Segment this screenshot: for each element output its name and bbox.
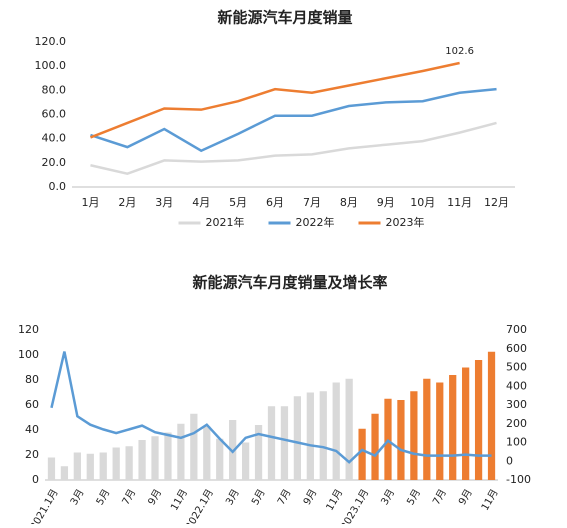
y2-tick-label: 700 — [506, 323, 527, 336]
x-tick-label: 5月 — [404, 487, 423, 507]
bar — [306, 392, 314, 480]
bar — [280, 406, 289, 480]
bar — [332, 382, 340, 480]
x-tick-label: 10月 — [410, 196, 435, 209]
legend-label: 2021年 — [206, 215, 245, 229]
y-tick-label: 20 — [25, 448, 39, 461]
x-tick-label: 3月 — [155, 196, 173, 209]
y2-tick-label: 600 — [506, 342, 527, 355]
x-tick-label: 11月 — [168, 487, 190, 513]
y2-tick-label: 0 — [506, 454, 513, 467]
x-tick-label: 9月 — [301, 487, 320, 507]
y-tick-label: 100.0 — [35, 59, 67, 72]
bar — [125, 446, 133, 480]
x-tick-label: 9月 — [456, 487, 475, 507]
bar — [60, 466, 69, 480]
bar — [436, 382, 444, 480]
bar — [423, 378, 431, 480]
x-tick-label: 7月 — [120, 487, 139, 507]
y-tick-label: 60 — [25, 398, 39, 411]
x-tick-label: 7月 — [430, 487, 449, 507]
x-tick-label: 5月 — [249, 487, 268, 507]
bar — [112, 447, 120, 480]
legend-label: 2022年 — [296, 215, 335, 229]
bar — [138, 440, 146, 480]
legend-label: 2023年 — [386, 215, 425, 229]
bar — [73, 452, 81, 480]
chart-title: 新能源汽车月度销量 — [217, 9, 352, 27]
x-tick-label: 3月 — [379, 487, 398, 507]
bar — [241, 442, 250, 480]
line — [90, 121, 497, 176]
y2-tick-label: 500 — [506, 361, 527, 374]
x-tick-label: 5月 — [229, 196, 247, 209]
bar — [449, 375, 457, 480]
x-tick-label: 3月 — [223, 487, 242, 507]
bar — [371, 413, 379, 480]
x-tick-label: 6月 — [266, 196, 284, 209]
y2-tick-label: 100 — [506, 436, 527, 449]
data-label: 102.6 — [445, 46, 474, 57]
y-tick-label: 0 — [32, 473, 39, 486]
y-tick-label: 100 — [18, 348, 39, 361]
y-tick-label: 60.0 — [42, 108, 67, 121]
bar — [151, 436, 159, 480]
bar — [397, 400, 405, 480]
bar — [203, 426, 211, 480]
bar — [164, 432, 172, 480]
y2-tick-label: 200 — [506, 417, 527, 430]
x-tick-label: 11月 — [447, 196, 472, 209]
bar — [293, 396, 302, 480]
bar — [254, 425, 263, 480]
line — [90, 87, 497, 153]
x-tick-label: 9月 — [146, 487, 165, 507]
bar — [410, 391, 418, 480]
y-tick-label: 80.0 — [42, 83, 67, 96]
bar — [229, 420, 237, 480]
y-tick-label: 40 — [25, 423, 39, 436]
chart-title: 新能源汽车月度销量及增长率 — [192, 274, 387, 292]
y-tick-label: 80 — [25, 373, 39, 386]
y-tick-label: 0.0 — [49, 180, 67, 193]
bar — [86, 453, 94, 480]
bar — [267, 406, 276, 480]
bar — [345, 378, 353, 480]
bar — [487, 351, 496, 480]
bar — [474, 360, 483, 480]
x-tick-label: 8月 — [340, 196, 358, 209]
bar — [462, 367, 470, 480]
y-tick-label: 20.0 — [42, 156, 67, 169]
line — [90, 61, 460, 139]
x-tick-label: 1月 — [81, 196, 99, 209]
y-tick-label: 120.0 — [35, 35, 67, 48]
y-tick-label: 40.0 — [42, 132, 67, 145]
x-tick-label: 4月 — [192, 196, 210, 209]
x-tick-label: 7月 — [275, 487, 294, 507]
y-tick-label: 120 — [18, 323, 39, 336]
x-tick-label: 2021.1月 — [28, 487, 61, 524]
y2-tick-label: 300 — [506, 398, 527, 411]
x-tick-label: 5月 — [94, 487, 113, 507]
x-tick-label: 2月 — [118, 196, 136, 209]
line — [50, 351, 492, 464]
x-tick-label: 7月 — [303, 196, 321, 209]
y2-tick-label: -100 — [506, 473, 531, 486]
bar — [319, 391, 327, 480]
bar — [190, 413, 198, 480]
x-tick-label: 11月 — [479, 487, 501, 513]
x-tick-label: 12月 — [484, 196, 509, 209]
bar — [358, 428, 366, 480]
x-tick-label: 11月 — [324, 487, 346, 513]
x-tick-label: 3月 — [68, 487, 87, 507]
bar — [99, 452, 107, 480]
bar — [216, 438, 224, 480]
bar — [177, 423, 185, 480]
y2-tick-label: 400 — [506, 379, 527, 392]
x-tick-label: 9月 — [377, 196, 395, 209]
bar — [47, 457, 56, 480]
